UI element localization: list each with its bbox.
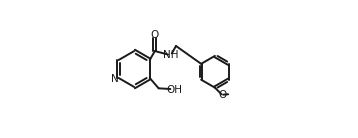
Text: NH: NH bbox=[163, 50, 179, 60]
Text: OH: OH bbox=[166, 85, 183, 95]
Text: N: N bbox=[111, 74, 119, 84]
Text: O: O bbox=[218, 90, 226, 100]
Text: O: O bbox=[151, 30, 159, 39]
